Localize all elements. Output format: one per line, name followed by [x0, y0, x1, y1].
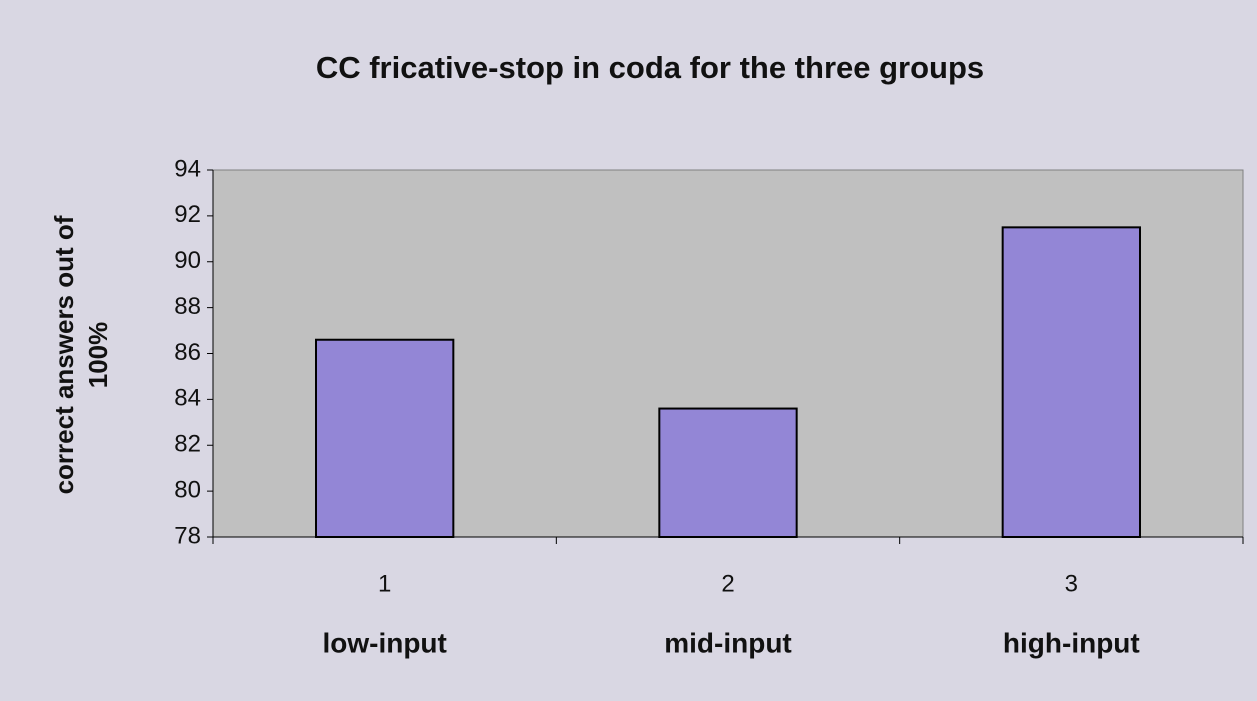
y-tick-label: 80: [174, 476, 201, 503]
group-label: low-input: [322, 627, 446, 658]
bar: [1001, 226, 1142, 538]
x-tick-label: 2: [721, 570, 734, 597]
y-tick-label: 90: [174, 247, 201, 274]
y-axis-label-line: correct answers out of: [49, 215, 79, 494]
y-tick-label: 86: [174, 339, 201, 366]
bar: [658, 407, 798, 538]
y-tick-label: 78: [174, 522, 201, 549]
x-tick-label: 1: [378, 570, 391, 597]
y-tick-label: 84: [174, 385, 201, 412]
y-axis-label-line: 100%: [83, 322, 113, 389]
chart-title: CC fricative-stop in coda for the three …: [316, 50, 984, 85]
bar: [315, 338, 455, 538]
y-tick-label: 92: [174, 201, 201, 228]
y-axis-label: correct answers out of 100%: [49, 215, 113, 494]
x-tick-label: 3: [1065, 570, 1078, 597]
y-tick-label: 82: [174, 431, 201, 458]
group-label: high-input: [1003, 627, 1140, 658]
y-tick-label: 94: [174, 155, 201, 182]
group-label: mid-input: [664, 627, 792, 658]
y-tick-label: 88: [174, 293, 201, 320]
